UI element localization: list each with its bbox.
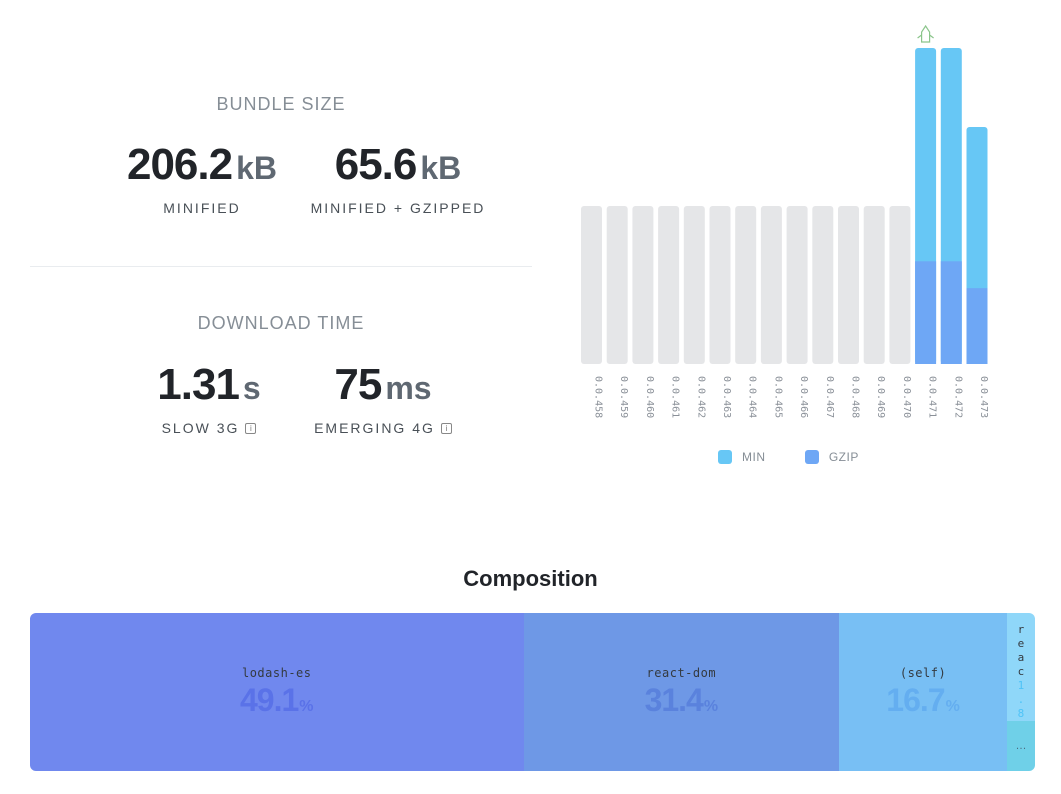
chart-tick-label: 0.0.468 xyxy=(850,376,861,418)
chart-bar-unavailable[interactable] xyxy=(683,206,705,364)
section-divider xyxy=(30,266,532,267)
composition-bar: lodash-es 49.1% react-dom 31.4% (self) 1… xyxy=(30,613,1035,771)
percent-symbol: % xyxy=(945,697,960,715)
chart-bar-unavailable[interactable] xyxy=(606,206,628,364)
emerging-4g-label: EMERGING 4G xyxy=(314,420,435,436)
chart-bar-unavailable[interactable] xyxy=(632,206,654,364)
chart-tick-label: 0.0.467 xyxy=(824,376,835,418)
chart-tick-label: 0.0.473 xyxy=(978,376,989,418)
stats-panel: BUNDLE SIZE 206.2 kB MINIFIED 65.6 kB MINI… xyxy=(30,0,532,520)
chart-tick-label: 0.0.469 xyxy=(875,376,886,418)
legend-gzip: GZIP xyxy=(804,450,859,464)
chart-bar-unavailable[interactable] xyxy=(863,206,885,364)
chart-svg: 0.0.458 0.0.459 0.0.460 0.0.461 0.0.462 0.0.4… xyxy=(581,24,989,418)
minified-unit: kB xyxy=(236,150,277,186)
chart-tick-label: 0.0.460 xyxy=(644,376,655,418)
chart-bar-unavailable[interactable] xyxy=(658,206,680,364)
percent-symbol: % xyxy=(703,697,719,715)
emerging-4g-value: 75 xyxy=(334,360,382,409)
composition-title: Composition xyxy=(463,566,598,591)
segment-percent-value: 31.4 xyxy=(644,681,704,718)
legend-label-min: MIN xyxy=(742,450,766,464)
composition-segment-lodash-es[interactable]: lodash-es 49.1% xyxy=(30,613,524,771)
chart-tick-label: 0.0.463 xyxy=(721,376,732,418)
chart-bar-unavailable[interactable] xyxy=(735,206,757,364)
chart-tick-label: 0.0.470 xyxy=(901,376,912,418)
segment-percent: 31.4% xyxy=(645,682,719,719)
chart-tick-label: 0.0.458 xyxy=(593,376,604,418)
chart-tick-label: 0.0.466 xyxy=(798,376,809,418)
chart-bar-gzip[interactable] xyxy=(940,261,962,364)
chart-bar-unavailable[interactable] xyxy=(889,206,911,364)
legend-swatch-gzip xyxy=(804,450,819,464)
segment-name: react-dom xyxy=(646,665,717,680)
version-size-chart: 0.0.458 0.0.459 0.0.460 0.0.461 0.0.462 0.0.4… xyxy=(578,20,1008,480)
chart-bar-unavailable[interactable] xyxy=(709,206,731,364)
download-time-title: DOWNLOAD TIME xyxy=(197,313,365,333)
chart-bar-unavailable[interactable] xyxy=(581,206,602,364)
percent-symbol: % xyxy=(299,697,314,715)
emerging-4g-unit: ms xyxy=(385,370,432,406)
chart-bar-gzip[interactable] xyxy=(915,261,937,364)
chart-tick-label: 0.0.461 xyxy=(670,376,681,418)
chart-tick-label: 0.0.464 xyxy=(747,376,758,418)
chart-bar-unavailable[interactable] xyxy=(838,206,859,364)
segment-percent-value: 49.1 xyxy=(240,681,299,718)
bundle-size-title: BUNDLE SIZE xyxy=(216,94,346,114)
chart-legend: MIN GZIP xyxy=(718,450,895,467)
vertical-label-text: reac xyxy=(1014,623,1028,679)
segment-percent: 16.7% xyxy=(886,682,960,719)
info-icon[interactable]: i xyxy=(245,422,257,434)
slow-3g-stat: 1.31 s SLOW 3G i xyxy=(114,360,304,436)
composition-segment-small-deps[interactable]: reac1.8 … xyxy=(1006,613,1035,771)
segment-name: lodash-es xyxy=(241,665,312,680)
chart-tick-label: 0.0.465 xyxy=(772,376,783,418)
segment-name: (self) xyxy=(899,665,947,680)
chart-bar-unavailable[interactable] xyxy=(812,206,834,364)
composition-segment-react-dom[interactable]: react-dom 31.4% xyxy=(523,613,840,771)
chart-bar-unavailable[interactable] xyxy=(760,206,782,364)
vertical-label: reac1.8 xyxy=(1014,613,1027,721)
minified-label: MINIFIED xyxy=(163,200,241,216)
chart-tick-label: 0.0.459 xyxy=(618,376,629,418)
legend-min: MIN xyxy=(718,450,766,464)
gzipped-stat: 65.6 kB MINIFIED + GZIPPED xyxy=(288,140,508,216)
segment-percent-value: 16.7 xyxy=(886,681,945,718)
gzipped-value: 65.6 xyxy=(334,140,418,189)
gzipped-unit: kB xyxy=(420,150,462,186)
minified-value: 206.2 xyxy=(126,140,233,189)
emerging-4g-stat: 75 ms EMERGING 4G i xyxy=(288,360,478,436)
chart-tick-label: 0.0.472 xyxy=(952,376,963,418)
vertical-label-number: 1.8 xyxy=(1014,679,1028,721)
gzipped-label: MINIFIED + GZIPPED xyxy=(310,200,486,216)
chart-bar-unavailable[interactable] xyxy=(786,206,808,364)
composition-segment-react[interactable]: reac1.8 xyxy=(1006,613,1035,721)
chart-tick-label: 0.0.471 xyxy=(927,376,938,418)
segment-percent: 49.1% xyxy=(240,682,314,719)
slow-3g-value: 1.31 xyxy=(157,360,240,409)
composition-segment-self[interactable]: (self) 16.7% xyxy=(839,613,1007,771)
legend-label-gzip: GZIP xyxy=(828,450,859,464)
legend-swatch-min xyxy=(718,450,732,464)
slow-3g-label: SLOW 3G xyxy=(161,420,240,436)
chart-tick-label: 0.0.462 xyxy=(695,376,706,418)
release-marker-icon xyxy=(917,24,934,43)
minified-stat: 206.2 kB MINIFIED xyxy=(92,140,312,216)
info-icon[interactable]: i xyxy=(440,422,452,434)
slow-3g-unit: s xyxy=(242,370,261,406)
composition-segment-more[interactable]: … xyxy=(1006,721,1035,771)
chart-bar-gzip[interactable] xyxy=(966,288,988,364)
